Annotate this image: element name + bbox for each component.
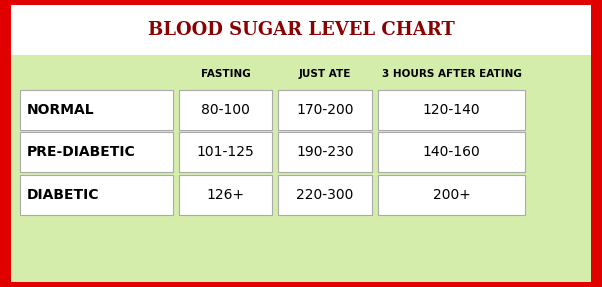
- Text: NORMAL: NORMAL: [27, 102, 95, 117]
- Bar: [11, 5, 591, 55]
- Text: FASTING: FASTING: [201, 69, 250, 79]
- Bar: [20, 175, 173, 215]
- Text: 101-125: 101-125: [197, 145, 255, 159]
- Text: PRE-DIABETIC: PRE-DIABETIC: [27, 145, 136, 159]
- Text: 3 HOURS AFTER EATING: 3 HOURS AFTER EATING: [382, 69, 521, 79]
- Text: 80-100: 80-100: [201, 102, 250, 117]
- Text: 170-200: 170-200: [296, 102, 354, 117]
- Bar: [378, 132, 526, 172]
- Bar: [279, 132, 372, 172]
- Text: 190-230: 190-230: [296, 145, 354, 159]
- Text: 140-160: 140-160: [423, 145, 480, 159]
- Bar: [179, 175, 273, 215]
- Text: 200+: 200+: [433, 188, 471, 202]
- Text: 126+: 126+: [206, 188, 245, 202]
- Bar: [378, 175, 526, 215]
- Text: 120-140: 120-140: [423, 102, 480, 117]
- Bar: [378, 90, 526, 129]
- Bar: [279, 175, 372, 215]
- Bar: [279, 90, 372, 129]
- Bar: [11, 55, 591, 282]
- Text: JUST ATE: JUST ATE: [299, 69, 352, 79]
- Bar: [20, 132, 173, 172]
- Text: DIABETIC: DIABETIC: [27, 188, 99, 202]
- Bar: [179, 132, 273, 172]
- Text: 220-300: 220-300: [296, 188, 354, 202]
- Text: BLOOD SUGAR LEVEL CHART: BLOOD SUGAR LEVEL CHART: [147, 21, 455, 39]
- Bar: [179, 90, 273, 129]
- Bar: [20, 90, 173, 129]
